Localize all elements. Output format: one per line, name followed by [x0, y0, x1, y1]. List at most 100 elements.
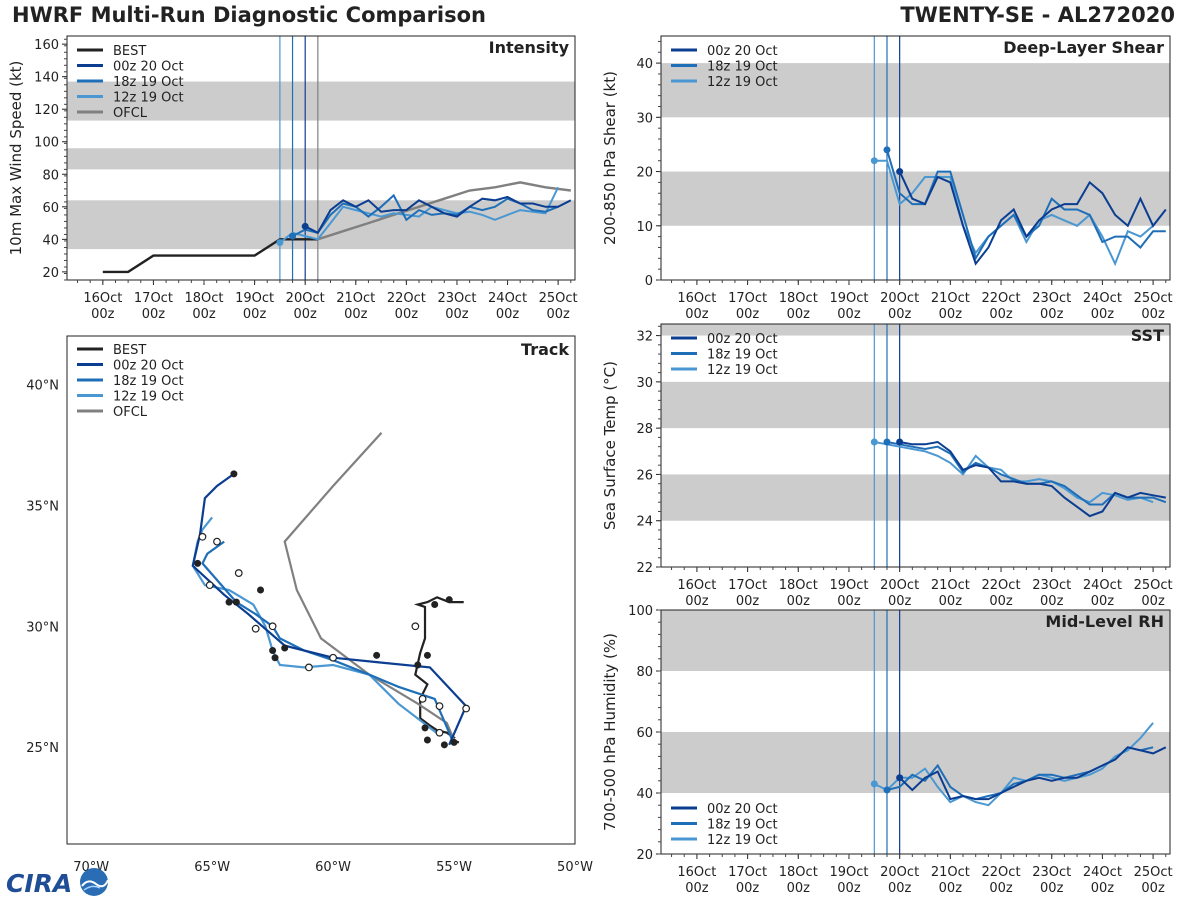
intensity-series-run_12z — [279, 186, 559, 244]
sst-xtick-label: 17Oct — [728, 578, 767, 593]
shear-xtick-label: 17Oct — [728, 291, 767, 306]
shear-title: Deep-Layer Shear — [1003, 38, 1164, 57]
intensity-xtick-label: 21Oct — [336, 291, 375, 306]
sst-legend-label: 18z 19 Oct — [707, 348, 778, 363]
track-marker-filled — [414, 661, 422, 669]
track-marker-filled — [225, 598, 233, 606]
track-marker-open — [462, 704, 471, 713]
rh-xtick-sublabel: 00z — [939, 881, 963, 896]
rh-xtick-sublabel: 00z — [1091, 881, 1115, 896]
track-marker-open — [251, 624, 260, 633]
intensity-legend-label: 18z 19 Oct — [113, 75, 184, 90]
shear-xtick-label: 19Oct — [829, 291, 868, 306]
track-marker-filled — [445, 596, 453, 604]
intensity-band-2 — [67, 81, 575, 121]
rh-xtick-label: 19Oct — [829, 865, 868, 880]
rh-init-point-run_12z — [870, 780, 878, 788]
sst-xtick-sublabel: 00z — [989, 594, 1013, 609]
shear-xtick-sublabel: 00z — [787, 307, 811, 322]
rh-xtick-sublabel: 00z — [1040, 881, 1064, 896]
sst-xtick-label: 18Oct — [779, 578, 818, 593]
intensity-legend-label: BEST — [113, 44, 146, 59]
intensity-series-best — [102, 238, 318, 274]
track-marker-open — [329, 653, 337, 662]
sst-xtick-label: 16Oct — [677, 578, 716, 593]
intensity-legend-label: OFCL — [113, 106, 148, 121]
track-marker-filled — [281, 644, 289, 652]
sst-ytick-label: 22 — [636, 561, 653, 576]
sst-series-run_00z — [899, 440, 1166, 518]
track-title: Track — [521, 340, 569, 359]
shear-ytick-label: 40 — [636, 57, 653, 72]
intensity-xtick-sublabel: 00z — [91, 307, 115, 322]
track-ytick-label: 25°N — [26, 741, 59, 756]
shear-init-point-run_12z — [870, 157, 878, 165]
intensity-xtick-label: 22Oct — [387, 291, 426, 306]
track-marker-filled — [230, 470, 238, 478]
sst-panel — [656, 323, 1171, 572]
page-title: HWRF Multi-Run Diagnostic Comparison — [12, 3, 487, 27]
rh-xtick-label: 18Oct — [779, 865, 818, 880]
shear-xtick-sublabel: 00z — [1141, 307, 1165, 322]
shear-xtick-sublabel: 00z — [888, 307, 912, 322]
intensity-init-point-run_18z — [289, 232, 297, 240]
intensity-title: Intensity — [489, 38, 570, 57]
shear-xtick-label: 18Oct — [779, 291, 818, 306]
sst-xtick-sublabel: 00z — [1040, 594, 1064, 609]
shear-ytick-label: 10 — [636, 220, 653, 235]
cira-logo: CIRA — [6, 868, 109, 898]
rh-legend-label: 00z 20 Oct — [707, 802, 778, 817]
shear-xtick-sublabel: 00z — [989, 307, 1013, 322]
track-ytick-label: 30°N — [26, 620, 59, 635]
rh-title: Mid-Level RH — [1045, 612, 1164, 631]
rh-xtick-sublabel: 00z — [837, 881, 861, 896]
intensity-ytick-label: 60 — [42, 201, 59, 216]
shear-xtick-label: 22Oct — [982, 291, 1021, 306]
shear-frame — [660, 35, 1171, 281]
rh-band-0 — [661, 732, 1170, 793]
intensity-xtick-label: 20Oct — [286, 291, 325, 306]
track-marker-open — [435, 728, 444, 737]
rh-xtick-label: 17Oct — [728, 865, 767, 880]
shear-ytick-label: 30 — [636, 111, 653, 126]
rh-ytick-label: 40 — [636, 787, 653, 802]
rh-ytick-label: 80 — [636, 665, 653, 680]
intensity-xtick-sublabel: 00z — [142, 307, 166, 322]
sst-ylabel: Sea Surface Temp (°C) — [601, 361, 619, 530]
track-xtick-label: 55°W — [436, 860, 472, 875]
sst-band-1 — [661, 381, 1170, 429]
shear-legend-label: 12z 19 Oct — [707, 75, 778, 90]
rh-xtick-label: 21Oct — [931, 865, 970, 880]
rh-xtick-sublabel: 00z — [787, 881, 811, 896]
rh-xtick-sublabel: 00z — [888, 881, 912, 896]
intensity-xtick-sublabel: 00z — [445, 307, 469, 322]
intensity-xtick-label: 18Oct — [184, 291, 223, 306]
intensity-xtick-label: 17Oct — [134, 291, 173, 306]
intensity-legend-label: 12z 19 Oct — [113, 91, 184, 106]
rh-xtick-sublabel: 00z — [1141, 881, 1165, 896]
storm-title: TWENTY-SE - AL272020 — [900, 3, 1175, 27]
shear-init-point-run_00z — [896, 168, 904, 176]
sst-ytick-label: 26 — [636, 468, 653, 483]
track-ytick-label: 35°N — [26, 499, 59, 514]
sst-ytick-label: 30 — [636, 376, 653, 391]
track-series-best — [413, 596, 464, 744]
intensity-xtick-label: 24Oct — [488, 291, 527, 306]
intensity-band-1 — [67, 148, 575, 170]
track-marker-open — [305, 663, 313, 672]
sst-ytick-label: 24 — [636, 515, 653, 530]
sst-title: SST — [1131, 326, 1164, 345]
track-marker-filled — [373, 651, 381, 659]
shear-legend-label: 18z 19 Oct — [707, 60, 778, 75]
track-panel — [66, 335, 576, 845]
sst-init-point-run_00z — [896, 438, 904, 446]
shear-band-0 — [661, 171, 1170, 226]
sst-xtick-label: 25Oct — [1134, 578, 1173, 593]
intensity-xtick-label: 25Oct — [539, 291, 578, 306]
rh-xtick-label: 24Oct — [1083, 865, 1122, 880]
track-legend-label: 00z 20 Oct — [113, 359, 184, 374]
intensity-xtick-sublabel: 00z — [496, 307, 520, 322]
shear-xtick-label: 16Oct — [677, 291, 716, 306]
intensity-ytick-label: 160 — [34, 38, 59, 53]
